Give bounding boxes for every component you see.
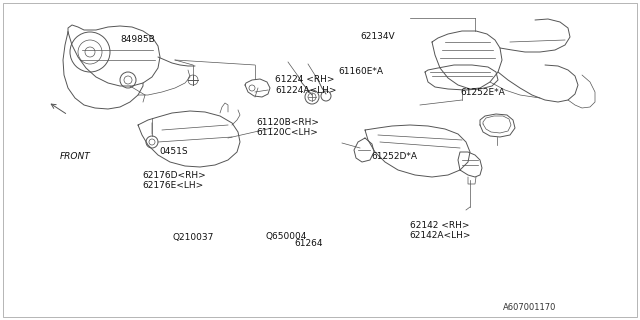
Text: A607001170: A607001170 [504, 303, 557, 312]
Text: Q650004: Q650004 [266, 232, 307, 241]
Text: 61224A<LH>: 61224A<LH> [275, 86, 337, 95]
Text: 61224 <RH>: 61224 <RH> [275, 76, 335, 84]
Text: 62142A<LH>: 62142A<LH> [410, 231, 471, 240]
Text: 61264: 61264 [294, 239, 323, 248]
Text: 62142 <RH>: 62142 <RH> [410, 221, 469, 230]
Text: 0451S: 0451S [160, 147, 188, 156]
Text: 84985B: 84985B [120, 36, 155, 44]
Text: 61252D*A: 61252D*A [371, 152, 417, 161]
Text: 62134V: 62134V [360, 32, 395, 41]
Text: 62176D<RH>: 62176D<RH> [142, 172, 206, 180]
Text: Q210037: Q210037 [173, 233, 214, 242]
Text: 62176E<LH>: 62176E<LH> [142, 181, 204, 190]
Text: 61252E*A: 61252E*A [461, 88, 506, 97]
Text: 61160E*A: 61160E*A [338, 68, 383, 76]
Text: FRONT: FRONT [60, 152, 90, 161]
Text: 61120C<LH>: 61120C<LH> [256, 128, 318, 137]
Text: 61120B<RH>: 61120B<RH> [256, 118, 319, 127]
